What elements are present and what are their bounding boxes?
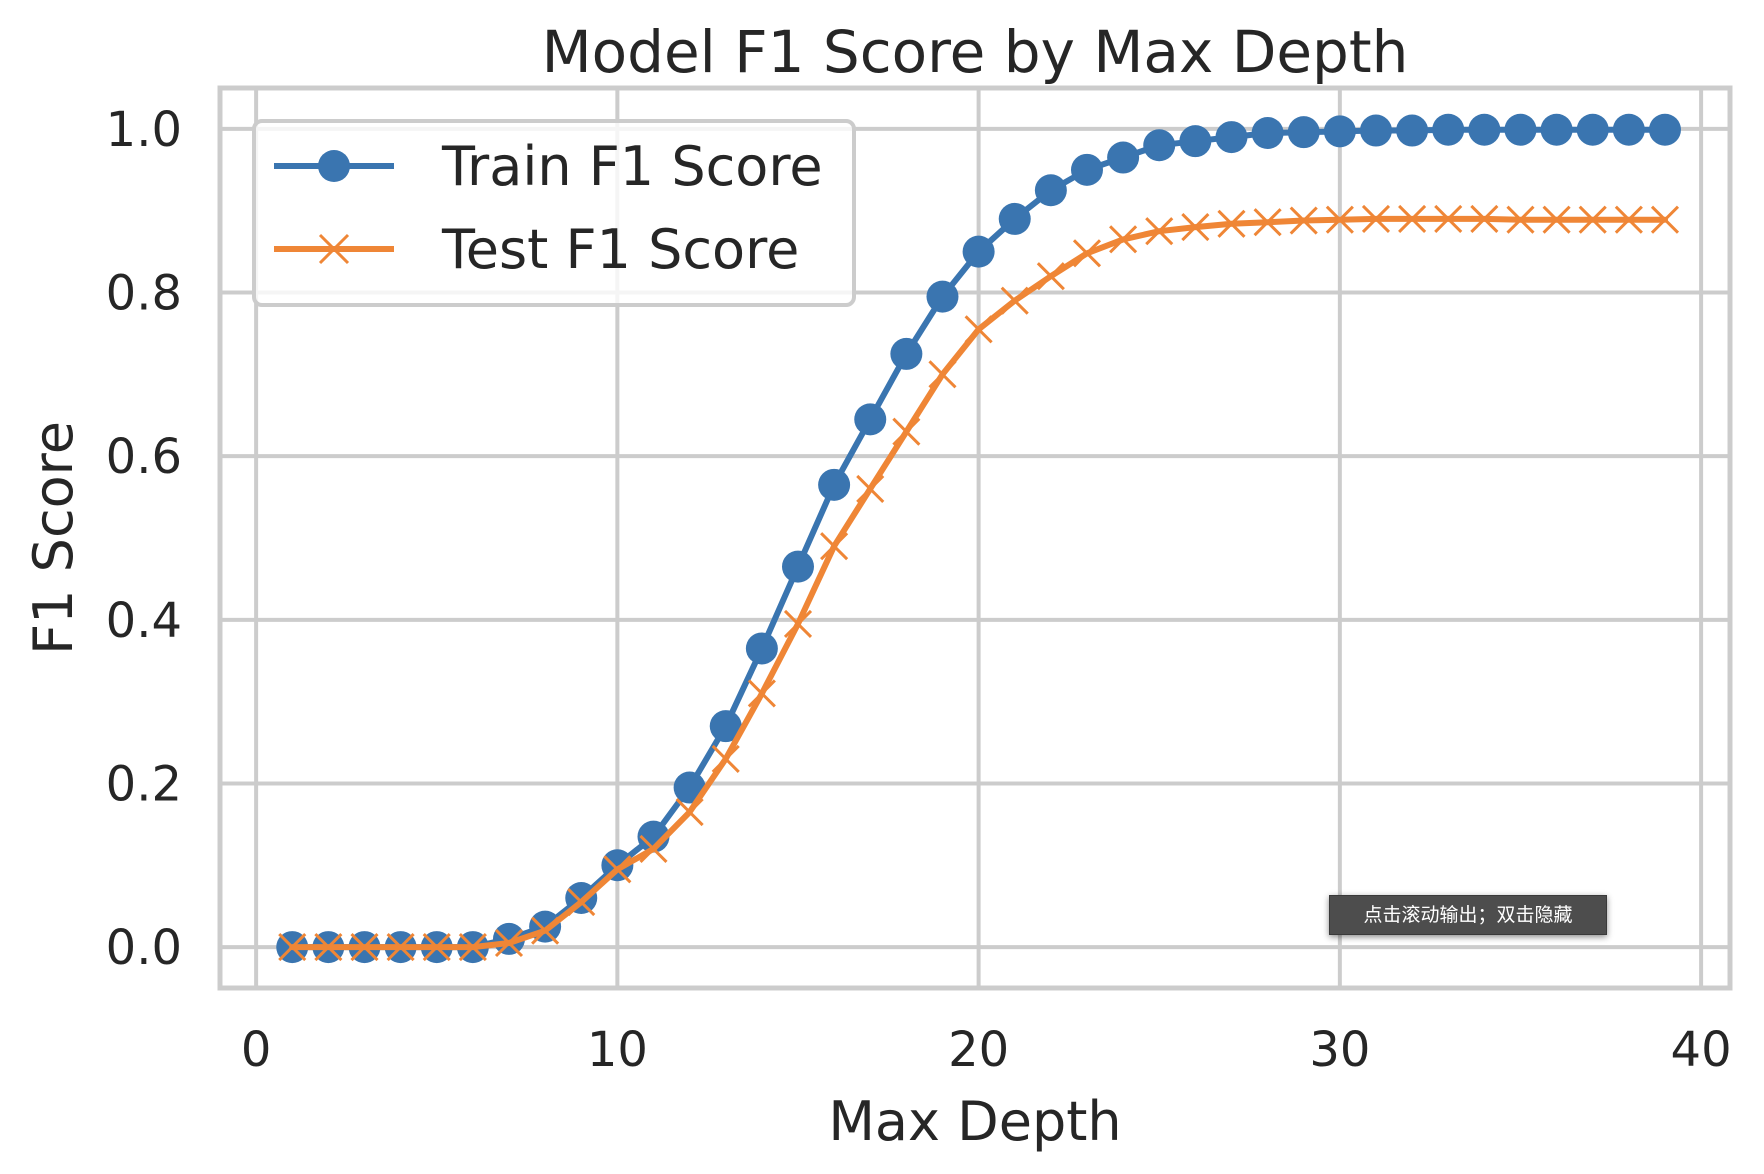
data-point-train — [1143, 129, 1176, 162]
data-point-test — [1506, 205, 1535, 234]
legend-marker-train — [318, 150, 350, 182]
data-point-train — [1396, 114, 1429, 147]
x-tick-label: 0 — [241, 1022, 272, 1078]
data-point-train — [998, 202, 1031, 235]
tick-labels: 0 10 20 30 40 0.0 0.2 0.4 0.6 0.8 1.0 — [106, 102, 1732, 1078]
data-point-train — [818, 468, 851, 501]
legend-label-train: Train F1 Score — [441, 135, 823, 198]
data-point-test — [1614, 205, 1643, 234]
data-point-test — [494, 928, 524, 958]
data-point-test — [747, 679, 776, 708]
data-point-test — [1253, 208, 1282, 237]
data-point-test — [531, 916, 560, 945]
x-tick-label: 10 — [587, 1022, 648, 1078]
legend-marker-test — [318, 233, 350, 265]
data-point-test — [1109, 225, 1138, 254]
data-point-train — [1359, 114, 1392, 147]
data-point-test — [1650, 205, 1680, 234]
data-point-test — [278, 933, 307, 962]
y-tick-label: 0.4 — [106, 593, 182, 649]
x-tick-label: 40 — [1671, 1022, 1732, 1078]
x-tick-label: 20 — [948, 1022, 1009, 1078]
scroll-output-toast[interactable]: 点击滚动输出；双击隐藏 — [1329, 895, 1607, 935]
data-point-test — [1289, 206, 1318, 235]
y-tick-label: 1.0 — [106, 102, 182, 158]
x-tick-label: 30 — [1309, 1022, 1370, 1078]
data-point-test — [964, 315, 993, 344]
data-point-test — [422, 933, 451, 962]
data-point-test — [1072, 239, 1102, 268]
data-point-train — [1432, 113, 1465, 146]
legend: Train F1 Score Test F1 Score — [252, 119, 856, 307]
y-tick-label: 0.8 — [106, 266, 182, 322]
legend-label-test: Test F1 Score — [441, 218, 799, 281]
data-point-test — [1325, 205, 1354, 234]
series-layer — [276, 113, 1681, 964]
data-point-test — [1145, 217, 1174, 246]
data-point-train — [1251, 117, 1284, 149]
data-point-test — [928, 360, 957, 389]
data-point-train — [962, 235, 995, 268]
data-point-train — [926, 280, 959, 313]
data-point-train — [1576, 113, 1609, 146]
data-point-test — [1542, 205, 1571, 234]
data-point-test — [675, 798, 704, 827]
data-point-test — [820, 532, 849, 561]
data-point-train — [1287, 116, 1320, 149]
data-point-train — [1107, 141, 1140, 174]
legend-box — [252, 119, 856, 307]
data-point-test — [1434, 204, 1463, 233]
data-point-train — [1504, 113, 1537, 146]
data-point-train — [1612, 113, 1645, 146]
chart-title: Model F1 Score by Max Depth — [542, 18, 1409, 86]
data-point-test — [783, 609, 813, 638]
data-point-test — [1217, 209, 1246, 238]
data-point-test — [350, 933, 379, 962]
data-point-test — [314, 933, 343, 962]
data-point-test — [856, 474, 885, 503]
plot-frame — [217, 85, 1733, 991]
data-point-test — [1470, 204, 1499, 233]
data-point-train — [1468, 113, 1501, 146]
data-point-train — [1070, 153, 1103, 186]
data-point-test — [1000, 286, 1029, 315]
data-point-test — [892, 417, 921, 446]
data-point-train — [745, 632, 778, 665]
data-point-test — [1398, 204, 1427, 233]
data-point-test — [639, 834, 668, 863]
data-point-test — [567, 888, 596, 917]
data-point-train — [1179, 125, 1212, 158]
data-point-train — [709, 710, 742, 743]
data-point-test — [711, 744, 740, 773]
data-point-train — [854, 403, 887, 436]
data-point-test — [1036, 262, 1065, 291]
y-tick-label: 0.2 — [106, 756, 182, 812]
y-tick-label: 0.0 — [106, 920, 182, 976]
data-point-train — [1540, 113, 1573, 146]
data-point-test — [386, 933, 415, 962]
data-point-test — [1578, 205, 1607, 234]
data-point-train — [1323, 115, 1356, 148]
data-point-train — [890, 337, 923, 370]
x-axis-label: Max Depth — [828, 1090, 1121, 1153]
data-point-test — [1181, 213, 1210, 242]
data-point-train — [1215, 121, 1248, 154]
series-test — [278, 204, 1680, 962]
data-point-train — [1034, 174, 1067, 207]
y-tick-label: 0.6 — [106, 429, 182, 485]
data-point-test — [1361, 204, 1391, 233]
y-axis-label: F1 Score — [22, 421, 85, 655]
data-point-test — [458, 933, 487, 962]
data-point-train — [529, 910, 562, 943]
data-point-train — [781, 550, 814, 583]
data-point-train — [1648, 113, 1681, 146]
data-point-test — [603, 855, 632, 884]
